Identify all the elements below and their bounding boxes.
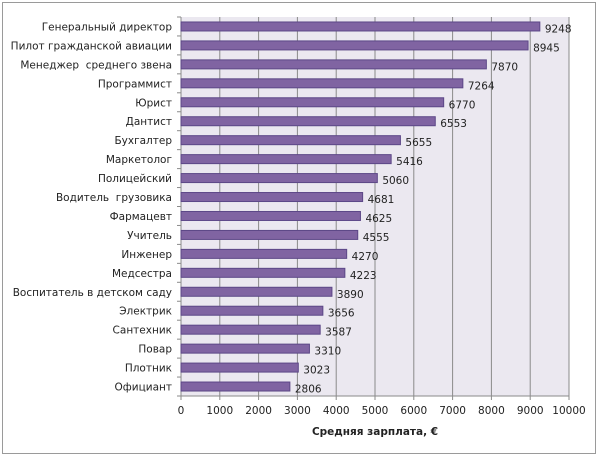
category-label: Сантехник [113,325,172,337]
chart-frame [2,2,596,454]
data-label: 3656 [328,308,355,320]
x-tick-label: 1000 [206,405,233,417]
data-label: 6770 [449,99,476,111]
x-tick-label: 2000 [245,405,272,417]
data-label: 2806 [295,384,322,396]
category-label: Пилот гражданской авиации [11,40,172,52]
bar [180,381,291,392]
bar [180,154,392,165]
x-tick-label: 3000 [284,405,311,417]
bar [180,286,333,297]
category-label: Маркетолог [106,154,172,166]
data-label: 3023 [303,365,330,377]
bar [180,343,310,354]
category-label: Фармацевт [110,211,172,223]
data-label: 3890 [337,289,364,301]
category-label: Дантист [126,116,172,128]
category-label: Генеральный директор [42,21,173,33]
data-label: 7870 [491,61,518,73]
data-label: 6553 [440,118,467,130]
bar [180,135,401,146]
category-label: Менеджер среднего звена [20,59,172,71]
bar [180,324,321,335]
bar [180,210,361,221]
data-label: 4270 [352,251,379,263]
data-label: 9248 [545,23,572,35]
bar [180,59,487,70]
bar [180,78,464,89]
x-tick-label: 10000 [552,405,585,417]
bar [180,21,541,32]
bar [180,192,364,203]
bar [180,173,378,184]
data-label: 5060 [382,175,409,187]
x-tick-label: 6000 [400,405,427,417]
category-label: Электрик [119,306,172,318]
x-tick-label: 4000 [323,405,350,417]
data-label: 7264 [468,80,495,92]
category-label: Водитель грузовика [56,192,172,204]
category-label: Повар [138,344,172,356]
category-label: Плотник [125,363,172,375]
x-tick-label: 5000 [362,405,389,417]
bar [180,229,359,240]
x-tick-label: 7000 [439,405,466,417]
x-tick-label: 0 [178,405,185,417]
bar [180,248,348,259]
category-label: Юрист [135,97,172,109]
category-label: Медсестра [112,268,172,280]
bar [180,40,529,51]
data-label: 5416 [396,156,423,168]
data-label: 4223 [350,270,377,282]
bar [180,116,436,127]
data-label: 8945 [533,42,560,54]
data-label: 4625 [365,213,392,225]
category-label: Полицейский [98,173,172,185]
data-label: 4555 [363,232,390,244]
category-label: Бухгалтер [114,135,172,147]
x-axis-title: Средняя зарплата, € [312,426,438,438]
data-label: 3587 [325,327,352,339]
bar [180,267,346,278]
bar [180,97,445,108]
category-label: Инженер [121,249,172,261]
bar [180,362,299,373]
data-label: 5655 [405,137,432,149]
x-tick-label: 8000 [478,405,505,417]
category-label: Официант [115,382,172,394]
category-label: Воспитатель в детском саду [13,287,172,299]
category-label: Программист [98,78,172,90]
data-label: 4681 [368,194,395,206]
x-tick-label: 9000 [517,405,544,417]
data-label: 3310 [314,346,341,358]
bar [180,305,324,316]
category-label: Учитель [127,230,172,242]
